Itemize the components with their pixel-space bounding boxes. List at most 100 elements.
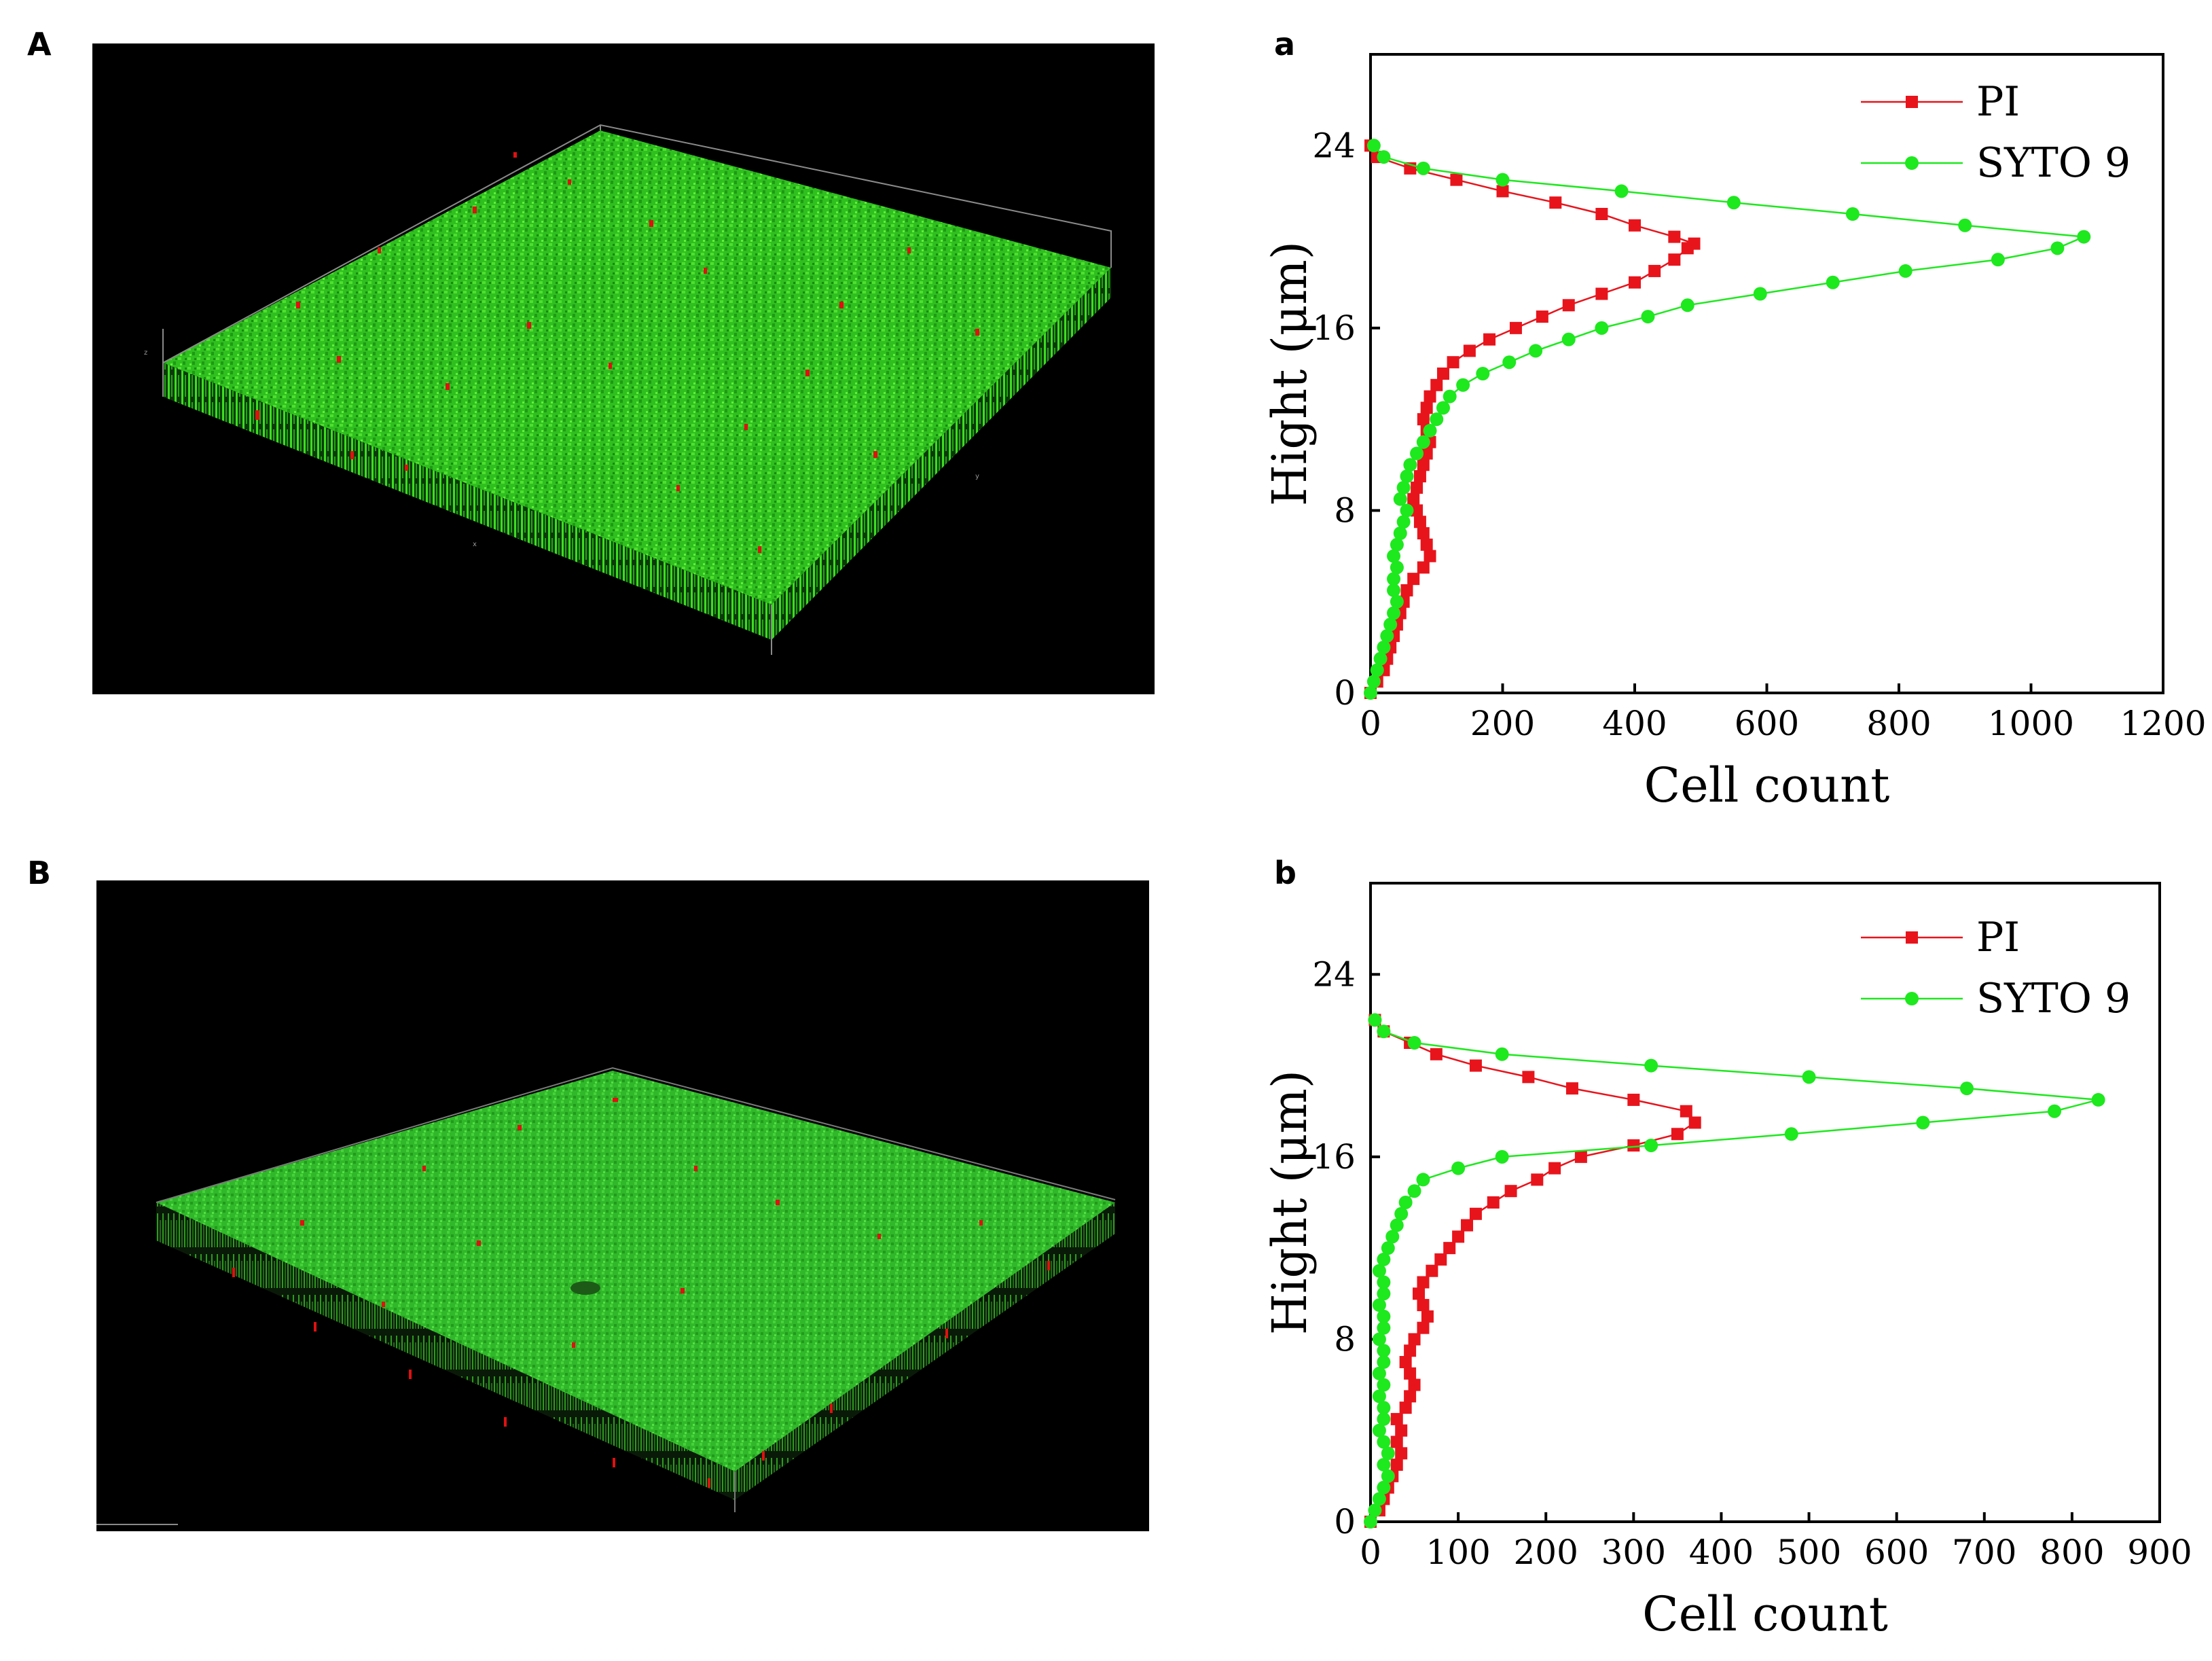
data-point bbox=[1404, 1344, 1417, 1357]
data-point bbox=[1373, 651, 1388, 666]
data-point bbox=[2048, 1104, 2062, 1118]
data-point bbox=[1387, 606, 1401, 620]
data-point bbox=[1430, 1048, 1443, 1060]
legend-entry: SYTO 9 bbox=[1861, 975, 2131, 1022]
data-point bbox=[1372, 1366, 1386, 1380]
dead-cells-B bbox=[232, 1098, 1050, 1488]
data-point bbox=[1461, 1219, 1474, 1232]
data-point bbox=[1395, 1424, 1408, 1437]
data-point bbox=[1390, 1218, 1404, 1232]
data-point bbox=[1400, 469, 1414, 484]
x-tick-label: 700 bbox=[1952, 1533, 2016, 1572]
data-point bbox=[1377, 1309, 1391, 1323]
data-point bbox=[1426, 1264, 1438, 1277]
data-point bbox=[1450, 173, 1463, 186]
data-point bbox=[1417, 1321, 1430, 1334]
data-point bbox=[1629, 276, 1641, 289]
data-point bbox=[1668, 230, 1681, 243]
x-tick-label: 300 bbox=[1601, 1533, 1666, 1572]
svg-text:z: z bbox=[144, 349, 147, 357]
data-point bbox=[1390, 560, 1404, 575]
data-point bbox=[1443, 1242, 1456, 1255]
data-point bbox=[1408, 1333, 1421, 1346]
data-point bbox=[1404, 1390, 1417, 1403]
confocal-image-B bbox=[96, 880, 1149, 1531]
data-point bbox=[1627, 1139, 1640, 1152]
data-point bbox=[1529, 344, 1543, 358]
biofilm-top-B bbox=[156, 1071, 1115, 1471]
plot-b: 0 100 200 300 400 500 600 700 800 900 0 8 16 24 Cell c… bbox=[1256, 870, 2192, 1644]
data-point bbox=[1522, 1071, 1535, 1084]
data-point bbox=[1417, 413, 1430, 426]
data-point bbox=[1408, 1378, 1421, 1391]
data-point bbox=[1430, 378, 1443, 391]
data-point bbox=[1407, 1036, 1421, 1050]
data-point bbox=[1495, 173, 1510, 187]
data-point bbox=[1372, 1492, 1386, 1506]
data-point bbox=[1396, 480, 1411, 495]
data-point bbox=[1377, 1378, 1391, 1392]
data-point bbox=[1381, 1241, 1395, 1255]
data-point bbox=[1509, 321, 1522, 334]
data-point bbox=[1565, 1082, 1578, 1095]
data-point bbox=[1726, 196, 1741, 210]
data-point bbox=[1400, 584, 1413, 596]
legend-label: PI bbox=[1976, 914, 2020, 961]
data-point bbox=[1377, 1344, 1391, 1358]
data-point bbox=[1668, 253, 1681, 266]
data-point bbox=[1372, 1298, 1386, 1312]
data-point bbox=[1483, 333, 1496, 346]
data-point bbox=[1434, 1253, 1447, 1266]
data-point bbox=[1377, 1275, 1391, 1289]
data-point bbox=[1958, 218, 1972, 232]
data-point bbox=[1393, 526, 1407, 540]
data-point bbox=[1845, 207, 1860, 221]
data-point bbox=[1372, 1264, 1386, 1278]
data-point bbox=[1399, 1356, 1412, 1368]
data-point bbox=[1364, 686, 1377, 700]
data-point bbox=[1644, 1058, 1658, 1073]
data-point bbox=[1495, 1047, 1509, 1061]
panel-label-A: A bbox=[27, 26, 52, 62]
data-point bbox=[1423, 423, 1437, 437]
data-point bbox=[1368, 1013, 1382, 1027]
data-point bbox=[1399, 1401, 1412, 1414]
data-point bbox=[1549, 196, 1562, 209]
data-point bbox=[1421, 1310, 1434, 1323]
data-point bbox=[1387, 572, 1401, 586]
data-point bbox=[1463, 344, 1476, 357]
data-point bbox=[1424, 390, 1436, 403]
x-tick-label: 800 bbox=[2039, 1533, 2104, 1572]
data-point bbox=[1476, 367, 1490, 380]
data-point bbox=[1991, 253, 2005, 267]
data-point bbox=[1784, 1127, 1798, 1141]
y-axis-label: Hight (μm) bbox=[1262, 241, 1318, 506]
data-point bbox=[1680, 298, 1694, 312]
data-point bbox=[1802, 1070, 1816, 1084]
data-point bbox=[1420, 538, 1433, 551]
data-point bbox=[1898, 264, 1912, 278]
x-tick-label: 900 bbox=[2127, 1533, 2192, 1572]
panel-label-a: a bbox=[1274, 26, 1296, 62]
data-point bbox=[1413, 1287, 1426, 1300]
svg-text:y: y bbox=[975, 473, 979, 480]
data-point bbox=[1380, 629, 1394, 643]
series-line bbox=[1370, 1019, 1697, 1522]
data-point bbox=[1410, 446, 1424, 461]
legend-marker bbox=[1906, 96, 1918, 108]
data-point bbox=[1688, 237, 1701, 250]
data-point bbox=[1377, 1458, 1391, 1472]
data-point bbox=[1403, 458, 1417, 472]
svg-text:x: x bbox=[473, 541, 477, 548]
data-point bbox=[1671, 1128, 1684, 1141]
data-point bbox=[1495, 1149, 1509, 1164]
data-point bbox=[1452, 1230, 1465, 1243]
data-point bbox=[1469, 1059, 1482, 1072]
x-tick-label: 200 bbox=[1514, 1533, 1578, 1572]
legend-entry: SYTO 9 bbox=[1861, 139, 2131, 187]
data-point bbox=[1447, 356, 1459, 369]
data-point bbox=[1377, 1412, 1391, 1426]
data-point bbox=[1398, 1196, 1413, 1209]
data-point bbox=[1377, 1355, 1391, 1369]
data-point bbox=[1416, 161, 1430, 175]
